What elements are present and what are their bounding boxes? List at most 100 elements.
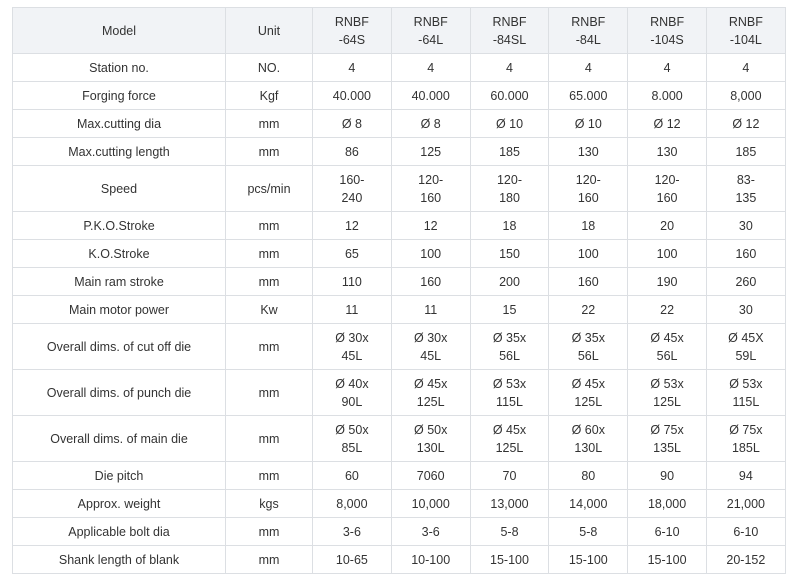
value-cell: 86	[312, 137, 392, 166]
table-row: Speed pcs/min 160- 240 120- 160 120- 180 120- 160…	[12, 165, 786, 212]
value-line: 120-	[496, 172, 522, 187]
value-cell: 60.000	[469, 81, 550, 110]
header-unit: Unit	[225, 7, 313, 54]
table-row: P.K.O.Stroke mm 12 12 18 18 20 30	[12, 211, 786, 240]
value-cell: 30	[705, 211, 786, 240]
value-line: 190	[656, 274, 678, 289]
value-cell: 94	[705, 461, 786, 490]
table-row: Forging force Kgf 40.000 40.000 60.000 65.000…	[12, 81, 786, 110]
value-cell: 110	[312, 267, 392, 296]
value-line: 86	[344, 144, 359, 159]
row-label: K.O.Stroke	[12, 239, 226, 268]
value-line: Ø 75x	[729, 422, 763, 437]
value-line: Ø 45x	[571, 376, 605, 391]
value-line: 160	[577, 190, 599, 205]
value-line: 160	[577, 274, 599, 289]
value-line: 125L	[416, 394, 445, 409]
value-cell: Ø 75x 135L	[627, 415, 707, 462]
value-line: 100	[656, 246, 678, 261]
row-label: P.K.O.Stroke	[12, 211, 226, 240]
value-cell: 8,000	[705, 81, 786, 110]
value-cell: Ø 60x 130L	[548, 415, 629, 462]
value-line: 135L	[653, 440, 681, 455]
value-cell: 80	[548, 461, 629, 490]
value-cell: 11	[390, 295, 471, 324]
value-cell: 10,000	[390, 489, 471, 518]
value-line: 60.000	[490, 88, 529, 103]
header-model-3: RNBF -84L	[548, 7, 629, 54]
value-line: 4	[427, 60, 435, 75]
table-row: Applicable bolt dia mm 3-6 3-6 5-8 5-8 6-10 6-1…	[12, 517, 786, 546]
value-cell: 11	[312, 295, 392, 324]
value-cell: 15-100	[548, 545, 629, 574]
value-cell: 6-10	[705, 517, 786, 546]
value-line: 4	[584, 60, 592, 75]
value-line: 65.000	[569, 88, 608, 103]
value-line: 125L	[574, 394, 603, 409]
value-line: Ø 35x	[571, 330, 605, 345]
value-line: 200	[499, 274, 520, 289]
value-cell: 190	[627, 267, 707, 296]
value-cell: 90	[627, 461, 707, 490]
value-cell: 7060	[390, 461, 471, 490]
value-cell: 130	[548, 137, 629, 166]
value-cell: Ø 45x 125L	[390, 369, 471, 416]
row-unit: Kw	[225, 295, 313, 324]
value-line: 12	[423, 218, 438, 233]
value-line: 18	[502, 218, 517, 233]
table-row: Max.cutting length mm 86 125 185 130 130 185	[12, 137, 786, 166]
value-line: Ø 10	[574, 116, 602, 131]
value-line: 135	[735, 190, 757, 205]
value-cell: Ø 45x 125L	[469, 415, 550, 462]
table-row: Overall dims. of cut off die mm Ø 30x 45L Ø …	[12, 323, 786, 370]
value-line: 110	[341, 274, 362, 289]
header-model-1: RNBF -64L	[390, 7, 471, 54]
value-line: 3-6	[342, 524, 361, 539]
value-cell: Ø 45x 125L	[548, 369, 629, 416]
value-cell: 65.000	[548, 81, 629, 110]
row-label: Overall dims. of punch die	[12, 369, 226, 416]
header-row: Model Unit RNBF -64S RNBF -64L RNBF -84SL RNBF…	[12, 7, 786, 54]
value-line: 160	[656, 190, 678, 205]
value-line: 10-65	[335, 552, 368, 567]
value-line: Ø 45X	[728, 330, 764, 345]
header-model-line: RNBF	[728, 14, 763, 29]
header-model-line: -104S	[650, 32, 684, 47]
table-row: Overall dims. of punch die mm Ø 40x 90L Ø 45…	[12, 369, 786, 416]
value-line: Ø 53x	[650, 376, 684, 391]
value-line: 45L	[341, 348, 363, 363]
value-cell: 10-65	[312, 545, 392, 574]
value-cell: 18	[469, 211, 550, 240]
value-line: 4	[663, 60, 671, 75]
row-unit: mm	[225, 461, 313, 490]
value-cell: Ø 53x 115L	[469, 369, 550, 416]
value-line: 8.000	[651, 88, 683, 103]
value-line: Ø 45x	[414, 376, 448, 391]
value-line: 160-	[339, 172, 365, 187]
value-line: Ø 12	[732, 116, 760, 131]
value-cell: Ø 30x 45L	[390, 323, 471, 370]
value-line: Ø 50x	[414, 422, 448, 437]
value-line: 4	[348, 60, 356, 75]
value-line: 115L	[732, 394, 760, 409]
value-cell: 130	[627, 137, 707, 166]
value-line: 130L	[416, 440, 445, 455]
value-cell: 60	[312, 461, 392, 490]
value-cell: 15-100	[627, 545, 707, 574]
value-cell: 185	[705, 137, 786, 166]
value-line: 13,000	[490, 496, 529, 511]
value-line: 8,000	[336, 496, 368, 511]
value-line: 125	[420, 144, 442, 159]
row-label: Overall dims. of cut off die	[12, 323, 226, 370]
value-line: 22	[581, 302, 596, 317]
header-model-line: RNBF	[413, 14, 448, 29]
row-label: Main motor power	[12, 295, 226, 324]
row-label: Applicable bolt dia	[12, 517, 226, 546]
value-line: Ø 10	[495, 116, 524, 131]
value-line: 94	[738, 468, 753, 483]
value-cell: Ø 8	[390, 109, 471, 138]
value-line: 56L	[577, 348, 599, 363]
value-line: Ø 53x	[492, 376, 527, 391]
value-line: Ø 30x	[335, 330, 369, 345]
row-unit: mm	[225, 239, 313, 268]
